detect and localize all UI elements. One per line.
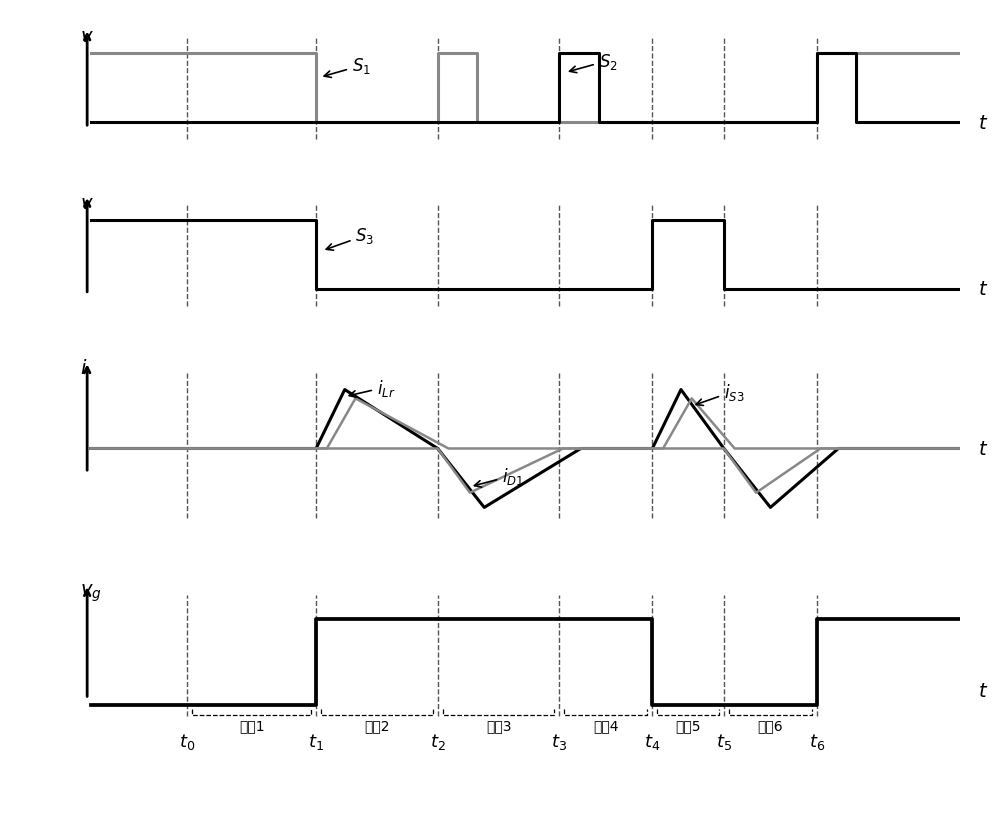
Text: $t$: $t$	[978, 114, 988, 133]
Text: 模态5: 模态5	[675, 718, 701, 732]
Text: $t_5$: $t_5$	[716, 731, 732, 751]
Text: $t_1$: $t_1$	[308, 731, 324, 751]
Text: $v$: $v$	[80, 27, 94, 46]
Text: 模态4: 模态4	[593, 718, 619, 732]
Text: $S_3$: $S_3$	[326, 226, 374, 251]
Text: $i_{S3}$: $i_{S3}$	[696, 381, 744, 406]
Text: $t_3$: $t_3$	[551, 731, 567, 751]
Text: $v_g$: $v_g$	[80, 581, 102, 603]
Text: $t$: $t$	[978, 681, 988, 699]
Text: $i$: $i$	[80, 359, 87, 378]
Text: 模态1: 模态1	[239, 718, 265, 732]
Text: $t_6$: $t_6$	[809, 731, 825, 751]
Text: $S_1$: $S_1$	[324, 57, 371, 79]
Text: $t$: $t$	[978, 440, 988, 459]
Text: 模态2: 模态2	[364, 718, 390, 732]
Text: $i_{Lr}$: $i_{Lr}$	[349, 377, 395, 398]
Text: $v$: $v$	[80, 193, 94, 212]
Text: $t_0$: $t_0$	[179, 731, 195, 751]
Text: $t_4$: $t_4$	[644, 731, 661, 751]
Text: $S_2$: $S_2$	[570, 52, 618, 74]
Text: $t_2$: $t_2$	[430, 731, 446, 751]
Text: 模态3: 模态3	[486, 718, 511, 732]
Text: $t$: $t$	[978, 280, 988, 299]
Text: 模态6: 模态6	[758, 718, 783, 732]
Text: $i_{D1}$: $i_{D1}$	[474, 465, 524, 487]
